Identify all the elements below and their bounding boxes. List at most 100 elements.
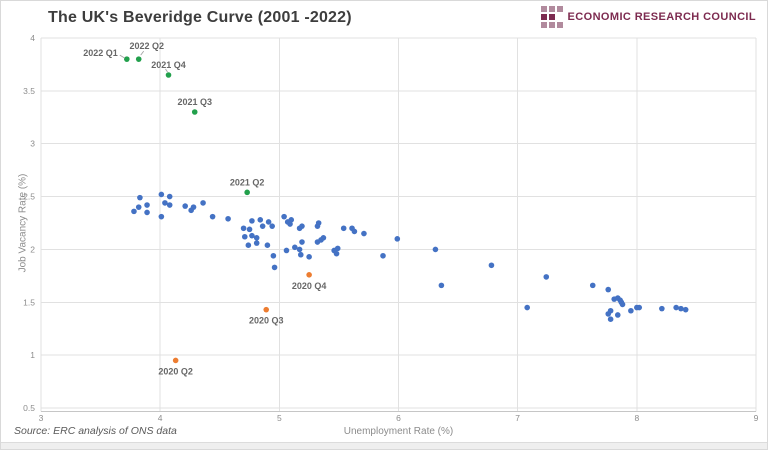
x-axis-title: Unemployment Rate (%) (343, 426, 454, 437)
data-point (249, 218, 255, 224)
data-point-labeled (135, 56, 142, 62)
gridlines (40, 37, 757, 412)
data-point-label: 2020 Q2 (158, 366, 193, 376)
data-point (315, 220, 322, 226)
data-point (264, 242, 271, 248)
erc-logo: ECONOMIC RESEARCH COUNCIL (540, 6, 756, 28)
data-point (438, 282, 445, 289)
data-point (137, 194, 143, 201)
erc-wordmark: ECONOMIC RESEARCH COUNCIL (567, 11, 756, 23)
series-unlabeled-quarters (131, 191, 689, 323)
data-point (271, 264, 278, 271)
data-point (135, 204, 142, 210)
x-tick-label: 6 (396, 413, 401, 423)
data-point (607, 316, 614, 323)
data-point (543, 274, 550, 280)
data-point (659, 305, 665, 312)
x-tick-label: 7 (515, 413, 520, 423)
data-point-label: 2021 Q3 (177, 97, 212, 107)
data-point (246, 226, 253, 233)
data-point-labeled (244, 189, 250, 196)
data-point (158, 191, 165, 198)
data-point (281, 213, 287, 220)
x-tick-label: 4 (158, 413, 163, 423)
data-point (340, 225, 347, 232)
data-point (287, 221, 293, 227)
data-point-label: 2022 Q2 (129, 41, 164, 51)
data-point (320, 235, 327, 241)
y-tick-label: 2 (30, 244, 35, 254)
y-tick-label: 0.5 (23, 403, 35, 413)
data-point-label: 2020 Q4 (292, 281, 327, 291)
data-point-labeled (165, 72, 172, 78)
y-tick-label: 1 (30, 350, 35, 360)
data-point (265, 219, 272, 225)
data-point-labeled (263, 306, 270, 313)
data-point (605, 311, 612, 317)
y-tick-label: 2.5 (23, 192, 35, 202)
data-point-label: 2022 Q1 (83, 48, 118, 58)
data-point (292, 244, 298, 251)
data-point (144, 209, 150, 216)
erc-grid-icon (540, 6, 563, 28)
series-2020-quarters: 2020 Q2 2020 Q3 2020 Q4 (158, 272, 326, 376)
x-tick-label: 9 (754, 413, 759, 423)
data-point (394, 236, 401, 242)
y-tick-label: 3 (30, 139, 35, 149)
x-tick-label: 3 (39, 413, 44, 423)
data-point (361, 230, 367, 237)
y-tick-label: 4 (30, 33, 35, 43)
tick-labels: 3 4 5 6 7 8 9 0.5 1 1.5 2 2.5 3 3.5 4 (23, 33, 758, 423)
data-point (225, 215, 231, 222)
data-point (288, 217, 295, 223)
data-point (432, 246, 439, 253)
data-point (619, 301, 626, 308)
data-point (209, 213, 216, 220)
x-tick-label: 8 (634, 413, 639, 423)
data-point (283, 247, 290, 254)
data-point (253, 235, 260, 241)
data-point (297, 251, 304, 258)
data-point-labeled (124, 56, 130, 62)
data-point (380, 252, 386, 259)
data-point (673, 304, 679, 311)
data-point (131, 208, 137, 215)
data-point (166, 202, 173, 208)
data-point (166, 193, 173, 200)
data-point (299, 239, 305, 245)
data-point (333, 250, 340, 257)
data-point-label: 2020 Q3 (249, 316, 284, 326)
data-point (488, 262, 495, 269)
data-point-label: 2021 Q2 (230, 177, 265, 187)
data-point (306, 254, 312, 260)
y-axis-title: Job Vacancy Rate (%) (17, 173, 29, 273)
data-point (241, 233, 248, 240)
data-point (524, 304, 530, 311)
y-tick-label: 3.5 (23, 86, 35, 96)
series-2021-2022-quarters: 2021 Q2 2021 Q3 2021 Q4 2022 Q1 2022 Q2 (83, 41, 265, 196)
data-point (158, 213, 165, 220)
data-point (269, 223, 275, 229)
data-point (351, 228, 358, 235)
data-point (188, 207, 194, 214)
bottom-strip (1, 442, 767, 449)
data-point (240, 225, 247, 232)
data-point (636, 304, 643, 311)
chart-title: The UK's Beveridge Curve (2001 -2022) (48, 9, 352, 26)
data-point-label: 2021 Q4 (151, 60, 186, 70)
data-point (628, 307, 634, 314)
data-point-labeled (306, 272, 312, 278)
data-point (299, 223, 305, 229)
data-point (144, 202, 150, 208)
data-point (182, 203, 188, 209)
data-point (682, 306, 689, 313)
label-leader-line (140, 50, 145, 56)
data-point-labeled (191, 109, 198, 115)
data-point (270, 252, 277, 259)
data-point (253, 240, 260, 246)
label-leader-line (119, 54, 126, 59)
source-note: Source: ERC analysis of ONS data (14, 425, 177, 437)
